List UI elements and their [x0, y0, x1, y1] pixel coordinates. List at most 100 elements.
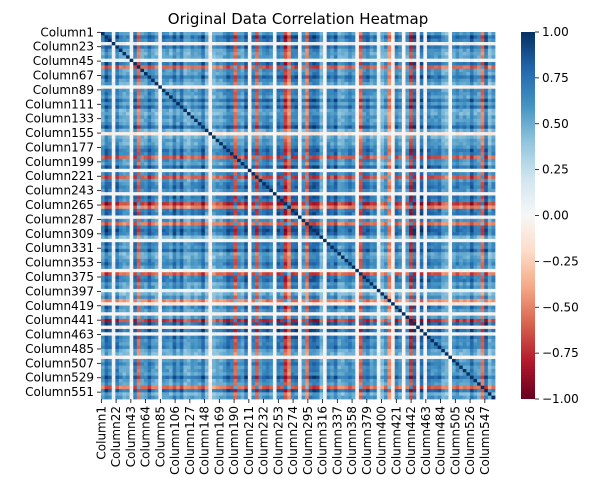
heatmap-cell — [255, 122, 259, 126]
heatmap-cell — [487, 132, 492, 136]
heatmap-cell — [140, 45, 145, 50]
heatmap-cell — [122, 135, 127, 140]
heatmap-cell — [333, 135, 338, 140]
heatmap-cell — [219, 72, 224, 76]
heatmap-cell — [323, 38, 328, 43]
heatmap-cell — [240, 108, 245, 113]
heatmap-cell — [247, 172, 252, 176]
heatmap-cell — [391, 168, 396, 173]
heatmap-cell — [208, 58, 213, 63]
heatmap-cell — [337, 88, 342, 93]
heatmap-cell — [409, 55, 414, 60]
heatmap-cell — [444, 108, 449, 113]
heatmap-cell — [136, 55, 141, 60]
heatmap-cell — [319, 158, 324, 163]
heatmap-cell — [323, 65, 328, 70]
heatmap-cell — [312, 175, 317, 180]
heatmap-cell — [419, 68, 424, 73]
heatmap-cell — [208, 85, 213, 90]
heatmap-cell — [323, 122, 328, 126]
heatmap-cell — [351, 95, 356, 100]
heatmap-cell — [340, 52, 345, 56]
heatmap-cell — [147, 152, 152, 156]
heatmap-cell — [240, 132, 245, 136]
heatmap-cell — [330, 102, 335, 106]
heatmap-cell — [122, 128, 127, 133]
heatmap-cell — [355, 38, 360, 43]
heatmap-cell — [240, 62, 245, 66]
heatmap-cell — [455, 162, 460, 166]
heatmap-cell — [416, 155, 421, 160]
heatmap-cell — [409, 42, 414, 46]
heatmap-cell — [265, 82, 270, 86]
heatmap-cell — [154, 75, 159, 80]
heatmap-cell — [126, 32, 131, 36]
heatmap-cell — [101, 42, 105, 46]
heatmap-cell — [480, 48, 485, 53]
heatmap-cell — [373, 108, 378, 113]
heatmap-cell — [434, 142, 439, 146]
heatmap-cell — [452, 72, 456, 76]
heatmap-cell — [158, 62, 163, 66]
heatmap-cell — [426, 165, 431, 170]
heatmap-cell — [484, 142, 489, 146]
heatmap-cell — [179, 172, 184, 176]
heatmap-cell — [215, 52, 220, 56]
heatmap-cell — [237, 78, 242, 83]
heatmap-cell — [265, 65, 270, 70]
heatmap-cell — [484, 95, 489, 100]
heatmap-cell — [466, 135, 471, 140]
heatmap-cell — [326, 35, 331, 40]
heatmap-cell — [383, 62, 388, 66]
heatmap-cell — [358, 108, 363, 113]
heatmap-cell — [143, 162, 148, 166]
heatmap-cell — [101, 125, 105, 130]
heatmap-cell — [158, 48, 163, 53]
heatmap-cell — [136, 148, 141, 153]
heatmap-cell — [212, 165, 217, 170]
heatmap-cell — [452, 165, 456, 170]
heatmap-cell — [272, 35, 277, 40]
heatmap-cell — [394, 132, 399, 136]
heatmap-cell — [355, 82, 360, 86]
heatmap-cell — [204, 88, 209, 93]
heatmap-cell — [319, 142, 324, 146]
heatmap-cell — [315, 142, 320, 146]
heatmap-cell — [101, 58, 105, 63]
heatmap-cell — [358, 165, 363, 170]
heatmap-cell — [147, 45, 152, 50]
heatmap-cell — [473, 118, 478, 123]
heatmap-cell — [333, 165, 338, 170]
heatmap-cell — [330, 88, 335, 93]
heatmap-cell — [358, 168, 363, 173]
heatmap-cell — [337, 95, 342, 100]
heatmap-cell — [272, 118, 277, 123]
heatmap-cell — [326, 78, 331, 83]
heatmap-cell — [391, 92, 396, 96]
heatmap-cell — [165, 52, 170, 56]
heatmap-cell — [251, 168, 256, 173]
heatmap-cell — [126, 52, 131, 56]
heatmap-cell — [226, 52, 231, 56]
heatmap-cell — [158, 38, 163, 43]
heatmap-cell — [183, 32, 188, 36]
heatmap-cell — [269, 162, 274, 166]
heatmap-cell — [215, 168, 220, 173]
heatmap-cell — [401, 172, 406, 176]
heatmap-cell — [376, 145, 381, 150]
heatmap-cell — [351, 85, 356, 90]
heatmap-cell — [459, 35, 464, 40]
heatmap-cell — [158, 182, 163, 186]
heatmap-cell — [491, 55, 496, 60]
heatmap-cell — [315, 78, 320, 83]
heatmap-cell — [462, 92, 467, 96]
heatmap-cell — [111, 142, 116, 146]
heatmap-cell — [283, 92, 288, 96]
heatmap-cell — [143, 108, 148, 113]
heatmap-cell — [398, 58, 403, 63]
heatmap-cell — [437, 105, 442, 110]
heatmap-cell — [383, 55, 388, 60]
heatmap-cell — [255, 58, 259, 63]
heatmap-cell — [373, 112, 378, 116]
heatmap-cell — [136, 58, 141, 63]
